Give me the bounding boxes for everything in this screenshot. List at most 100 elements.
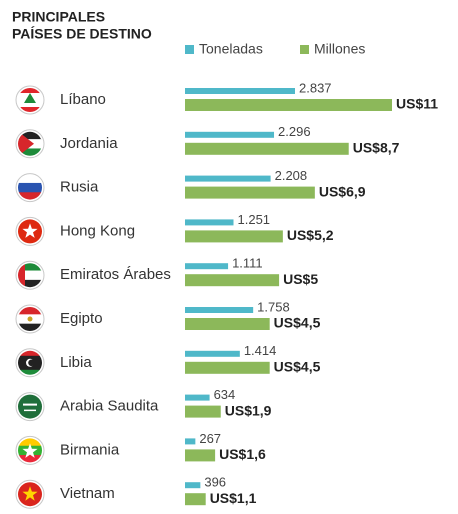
flag <box>15 435 45 465</box>
bar <box>185 318 270 330</box>
flag-script <box>23 403 37 406</box>
category-label: Líbano <box>60 91 106 108</box>
bar <box>185 219 234 226</box>
flag-stripe <box>18 270 42 281</box>
flag-stripe <box>18 148 42 156</box>
flag-inner <box>18 482 42 507</box>
flag <box>15 129 45 159</box>
category-label: Arabia Saudita <box>60 398 159 415</box>
flag-inner <box>18 219 42 244</box>
flag-stripe <box>18 350 42 357</box>
flag-field <box>18 394 42 419</box>
chart-title: PAÍSES DE DESTINO <box>12 26 152 42</box>
legend-label: Toneladas <box>199 41 263 57</box>
category-label: Birmania <box>60 441 120 458</box>
value-label: 2.296 <box>278 124 311 139</box>
flag <box>15 173 45 203</box>
flag-inner <box>18 88 42 112</box>
value-label: US$4,5 <box>274 315 321 331</box>
flag <box>15 216 45 246</box>
flag-stripe <box>18 175 42 184</box>
value-label: 1.758 <box>257 299 290 314</box>
value-label: 2.208 <box>275 168 308 183</box>
flag-stripe <box>18 100 42 108</box>
bar <box>185 493 206 506</box>
flag-band <box>18 263 25 288</box>
value-label: US$5 <box>283 271 318 287</box>
value-label: US$6,9 <box>319 183 366 199</box>
bar <box>185 438 196 445</box>
category-label: Vietnam <box>60 485 115 502</box>
value-label: US$4,5 <box>274 359 321 375</box>
flag-stripe <box>18 131 42 140</box>
category-label: Emiratos Árabes <box>60 266 171 283</box>
bar <box>185 449 216 462</box>
flag-stripe <box>18 192 42 200</box>
value-label: US$1,9 <box>225 402 272 418</box>
flag-stripe <box>18 279 42 288</box>
value-label: 1.251 <box>238 212 271 227</box>
value-label: 2.837 <box>299 80 332 95</box>
legend-label: Millones <box>314 41 365 57</box>
flag-stripe <box>18 369 42 375</box>
flag <box>15 260 45 290</box>
flag <box>15 392 45 422</box>
flag-star <box>22 443 38 458</box>
value-label: US$1,6 <box>219 446 266 462</box>
legend-swatch <box>185 45 194 54</box>
bar <box>185 142 349 155</box>
flag-inner <box>18 131 42 156</box>
value-label: US$5,2 <box>287 227 334 243</box>
category-label: Jordania <box>60 135 118 152</box>
bar <box>185 88 295 94</box>
bar <box>185 307 254 313</box>
value-label: 267 <box>199 431 221 446</box>
flag <box>15 85 45 115</box>
flag <box>15 348 45 378</box>
flag-inner <box>18 438 42 463</box>
category-label: Rusia <box>60 179 99 196</box>
bar <box>185 99 392 111</box>
bar <box>185 405 221 418</box>
flag-inner <box>18 350 42 375</box>
chart-title: PRINCIPALES <box>12 9 105 25</box>
value-label: 1.111 <box>232 256 263 271</box>
bar <box>185 482 201 489</box>
bar <box>185 230 283 243</box>
bar <box>185 175 271 182</box>
flag-cedar <box>24 93 36 103</box>
bar <box>185 350 240 357</box>
category-label: Egipto <box>60 310 103 327</box>
flag-stripe <box>18 263 42 272</box>
flag-sword <box>24 409 36 412</box>
bar <box>185 263 229 270</box>
value-label: US$8,7 <box>353 140 400 156</box>
bar <box>185 394 210 401</box>
value-label: 1.414 <box>244 343 277 358</box>
flag-stripe <box>18 455 42 463</box>
category-label: Libia <box>60 354 92 371</box>
value-label: US$1,1 <box>210 490 257 506</box>
flag-stripe <box>18 323 42 331</box>
bar <box>185 131 275 138</box>
flag-eagle <box>27 316 33 322</box>
value-label: US$11 <box>396 96 438 112</box>
flag-stripe <box>18 307 42 315</box>
flag-triangle <box>18 131 34 156</box>
flag <box>15 304 45 334</box>
flag-inner <box>18 307 42 331</box>
bar <box>185 361 270 374</box>
legend-swatch <box>300 45 309 54</box>
value-label: 396 <box>204 475 226 490</box>
flag-inner <box>18 394 42 419</box>
flag-stripe <box>18 182 42 193</box>
bar <box>185 274 280 287</box>
flag <box>15 479 45 509</box>
value-label: 634 <box>214 387 236 402</box>
bar <box>185 186 315 199</box>
flag-star <box>22 223 38 238</box>
flag-star <box>22 486 38 501</box>
flag-stripe <box>18 88 42 94</box>
flag-inner <box>18 175 42 200</box>
